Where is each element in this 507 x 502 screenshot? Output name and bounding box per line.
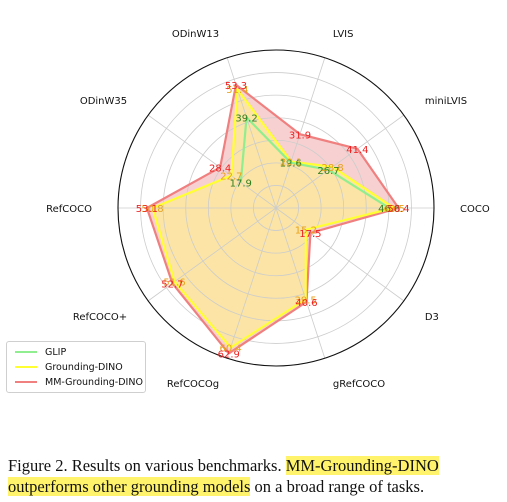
axis-label-refcoco: RefCOCO+ [73, 312, 127, 323]
value-label-mm-grounding-dino-d3: 17.5 [299, 229, 321, 240]
grid-spoke-refcocog [226, 207, 277, 359]
legend-label-grounding-dino: Grounding-DINO [45, 361, 123, 373]
axis-label-refcoco: RefCOCO [46, 204, 92, 215]
value-label-grounding-dino-odinw13: 51.4 [226, 85, 248, 96]
figure-caption: Figure 2. Results on various benchmarks.… [8, 455, 503, 497]
radar-value-labels: 46.6 17.9 39.2 19.6 26.7 48.5 15.2 39.5 60.4 51.6… [136, 81, 410, 361]
axis-label-odinw13: ODinW13 [172, 29, 219, 40]
value-label-glip-lvis: 19.6 [280, 159, 302, 170]
axis-label-refcocog: RefCOCOg [167, 379, 219, 390]
axis-label-minilvis: miniLVIS [425, 96, 467, 107]
value-label-mm-grounding-dino-refcoco: 53.1 [136, 204, 158, 215]
value-label-mm-grounding-dino-refcocog: 62.9 [218, 349, 240, 360]
caption-suffix: on a broad range of tasks. [250, 477, 425, 496]
value-label-grounding-dino-lvis: 20.1 [280, 158, 302, 169]
value-label-grounding-dino-refcoco: 51.6 [163, 278, 185, 289]
value-label-mm-grounding-dino-lvis: 31.9 [289, 130, 311, 141]
legend-item-mm-grounding-dino: MM-Grounding-DINO [15, 375, 143, 389]
grid-spoke-minilvis [275, 114, 405, 209]
grid-spoke-odinw13 [226, 57, 277, 209]
value-label-grounding-dino-refcocog: 60.4 [219, 344, 241, 355]
value-label-mm-grounding-dino-odinw35: 28.4 [209, 163, 231, 174]
grid-spoke-odinw35 [147, 114, 277, 209]
legend-item-glip: GLIP [15, 345, 66, 359]
value-label-grounding-dino-grefcoco: 39.5 [295, 295, 317, 306]
radar-series-lines [145, 83, 400, 355]
legend-swatch-grounding-dino [15, 366, 37, 368]
value-label-glip-minilvis: 26.7 [317, 166, 339, 177]
value-label-mm-grounding-dino-coco: 50.4 [387, 204, 409, 215]
axis-label-odinw35: ODinW35 [80, 96, 127, 107]
series-line-grounding-dino [151, 88, 395, 349]
axis-label-coco: COCO [460, 204, 490, 215]
value-label-mm-grounding-dino-refcoco: 52.7 [161, 279, 183, 290]
grid-spoke-d3 [275, 207, 405, 302]
legend-swatch-glip [15, 351, 37, 353]
legend-item-grounding-dino: Grounding-DINO [15, 360, 123, 374]
value-label-grounding-dino-coco: 48.5 [383, 204, 405, 215]
value-label-mm-grounding-dino-minilvis: 41.4 [346, 145, 368, 156]
legend-label-glip: GLIP [45, 346, 67, 358]
series-line-mm-grounding-dino [145, 83, 400, 355]
series-line-glip [239, 116, 390, 209]
value-label-mm-grounding-dino-grefcoco: 40.6 [295, 298, 317, 309]
radar-chart: COCO D3 gRefCOCO RefCOCOg RefCOCO+ RefCOCO ODi… [46, 29, 490, 390]
caption-prefix: Figure 2. Results on various benchmarks. [8, 456, 286, 475]
radar-frame [117, 49, 435, 367]
grid-spoke-refcoco [147, 207, 277, 302]
axis-label-lvis: LVIS [333, 29, 354, 40]
legend-label-mm-grounding-dino: MM-Grounding-DINO [45, 376, 143, 388]
value-label-grounding-dino-refcoco: 50.8 [141, 204, 163, 215]
grid-spoke-grefcoco [275, 207, 326, 359]
value-label-glip-odinw35: 17.9 [230, 178, 252, 189]
axis-label-grefcoco: gRefCOCO [333, 379, 385, 390]
caption-highlight-2: outperforms other grounding models [8, 477, 251, 496]
caption-highlight-1: MM-Grounding-DINO [285, 456, 439, 475]
radar-axis-labels: COCO D3 gRefCOCO RefCOCOg RefCOCO+ RefCOCO ODi… [46, 29, 490, 390]
axis-label-d3: D3 [425, 312, 439, 323]
value-label-grounding-dino-minilvis: 28.8 [322, 163, 344, 174]
grid-spoke-lvis [275, 57, 326, 209]
value-label-grounding-dino-odinw35: 22.7 [220, 172, 242, 183]
value-label-glip-coco: 46.6 [378, 204, 400, 215]
legend-swatch-mm-grounding-dino [15, 381, 37, 383]
chart-legend: GLIP Grounding-DINO MM-Grounding-DINO [6, 341, 146, 393]
value-label-grounding-dino-d3: 15.2 [295, 226, 317, 237]
series-area-grounding-dino [152, 89, 394, 348]
value-label-glip-odinw13: 39.2 [235, 113, 257, 124]
value-label-mm-grounding-dino-odinw13: 53.3 [225, 81, 247, 92]
